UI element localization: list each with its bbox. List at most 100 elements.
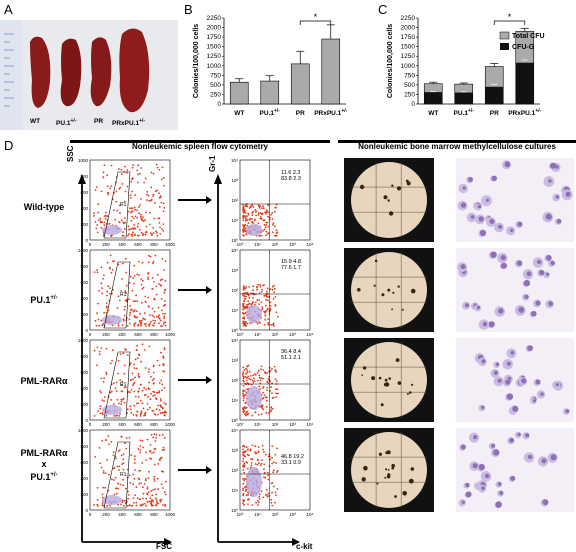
event-dot <box>127 225 130 228</box>
colony <box>410 288 416 294</box>
cell-nucleus <box>472 463 478 469</box>
event-dot <box>109 187 111 190</box>
y-tick-label: 10⁴ <box>231 158 238 163</box>
event-dot <box>242 448 245 451</box>
event-dot <box>142 492 145 495</box>
event-dot <box>160 178 163 181</box>
event-dot <box>244 376 247 378</box>
x-tick-label: 800 <box>150 332 158 337</box>
event-dot <box>115 381 118 384</box>
event-dot <box>131 215 133 218</box>
event-dot <box>148 199 151 202</box>
event-dot <box>266 494 268 496</box>
axis-label-fsc: FSC <box>156 542 172 551</box>
event-dot <box>155 293 158 296</box>
event-dot <box>153 394 156 397</box>
event-dot <box>257 283 259 286</box>
y-tick-label: 1000 <box>401 63 416 70</box>
density-core <box>246 386 262 410</box>
event-dot <box>147 194 150 197</box>
event-dot <box>276 471 278 473</box>
colony <box>383 195 388 200</box>
event-dot <box>157 463 160 465</box>
legend-label-total: Total CFU <box>512 33 545 40</box>
event-dot <box>254 303 256 306</box>
gr1-arrow-head <box>214 174 222 184</box>
y-tick-label: 800 <box>80 354 88 359</box>
event-dot <box>157 488 159 491</box>
event-dot <box>161 383 164 386</box>
event-dot <box>139 322 142 325</box>
event-dot <box>103 311 105 314</box>
event-dot <box>140 360 142 363</box>
event-dot <box>253 373 256 375</box>
event-dot <box>269 301 272 304</box>
x-tick-label: WT <box>234 110 244 117</box>
cell-nucleus <box>476 305 481 310</box>
event-dot <box>121 380 124 383</box>
event-dot <box>272 323 275 325</box>
event-dot <box>158 314 160 316</box>
event-dot <box>96 312 98 315</box>
event-dot <box>265 489 268 491</box>
colony <box>387 199 390 202</box>
event-dot <box>144 318 146 321</box>
event-dot <box>124 257 127 260</box>
event-dot <box>112 454 115 457</box>
event-dot <box>161 166 164 169</box>
event-dot <box>263 468 265 470</box>
event-dot <box>254 445 257 448</box>
event-dot <box>246 322 249 325</box>
event-dot <box>109 362 112 365</box>
event-dot <box>252 293 255 296</box>
event-dot <box>93 415 96 417</box>
colony <box>381 293 385 297</box>
event-dot <box>242 215 245 218</box>
event-dot <box>265 230 268 233</box>
x-tick-label: PRxPU.1+/- <box>508 108 541 117</box>
event-dot <box>264 226 267 228</box>
event-dot <box>122 318 125 321</box>
event-dot <box>98 219 100 221</box>
event-dot <box>255 501 257 504</box>
event-dot <box>263 223 266 226</box>
event-dot <box>160 379 163 382</box>
event-dot <box>267 474 270 477</box>
event-dot <box>259 216 262 218</box>
cell-nucleus <box>536 259 542 265</box>
cell-nucleus <box>495 501 502 508</box>
event-dot <box>146 403 149 405</box>
event-dot <box>123 499 125 502</box>
event-dot <box>126 169 129 171</box>
event-dot <box>107 285 110 287</box>
gate-label: R1 <box>120 382 127 388</box>
event-dot <box>130 454 133 456</box>
event-dot <box>151 287 154 290</box>
event-dot <box>155 497 157 500</box>
event-dot <box>242 231 245 233</box>
event-dot <box>147 396 149 398</box>
event-dot <box>160 201 163 204</box>
panel-label-a: A <box>4 2 13 17</box>
event-dot <box>146 438 149 441</box>
event-dot <box>135 367 138 370</box>
event-dot <box>130 180 133 183</box>
event-dot <box>267 492 270 495</box>
event-dot <box>242 445 244 447</box>
event-dot <box>124 386 127 388</box>
quadrant-values-row3: 36.4 8.4 51.1 2.1 <box>280 349 306 361</box>
event-dot <box>151 262 154 264</box>
cell-nucleus <box>548 301 553 307</box>
event-dot <box>163 448 166 451</box>
event-dot <box>245 413 248 415</box>
event-dot <box>245 372 248 375</box>
event-dot <box>269 458 272 461</box>
event-dot <box>150 171 153 174</box>
y-tick-label: 0 <box>85 328 88 333</box>
event-dot <box>110 271 113 274</box>
y-tick-label: 1000 <box>78 158 89 163</box>
flow-arrow-head <box>206 466 212 474</box>
event-dot <box>108 266 111 269</box>
event-dot <box>164 480 167 483</box>
event-dot <box>162 230 165 232</box>
